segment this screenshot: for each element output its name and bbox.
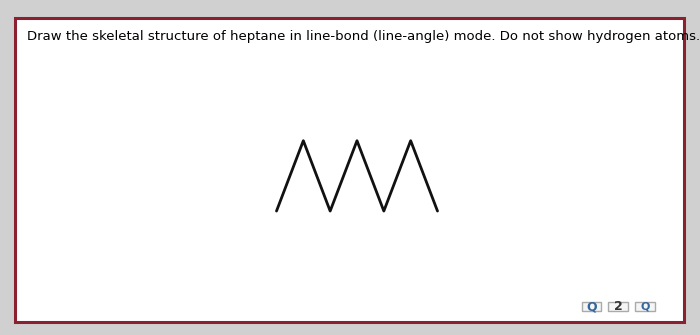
- FancyBboxPatch shape: [15, 18, 684, 322]
- FancyBboxPatch shape: [635, 302, 654, 311]
- FancyBboxPatch shape: [608, 302, 628, 311]
- Text: 2: 2: [614, 300, 622, 313]
- FancyBboxPatch shape: [582, 302, 601, 311]
- Text: Draw the skeletal structure of heptane in line-bond (line-angle) mode. Do not sh: Draw the skeletal structure of heptane i…: [27, 30, 700, 43]
- Text: Q: Q: [640, 302, 650, 312]
- Text: Q: Q: [586, 300, 597, 313]
